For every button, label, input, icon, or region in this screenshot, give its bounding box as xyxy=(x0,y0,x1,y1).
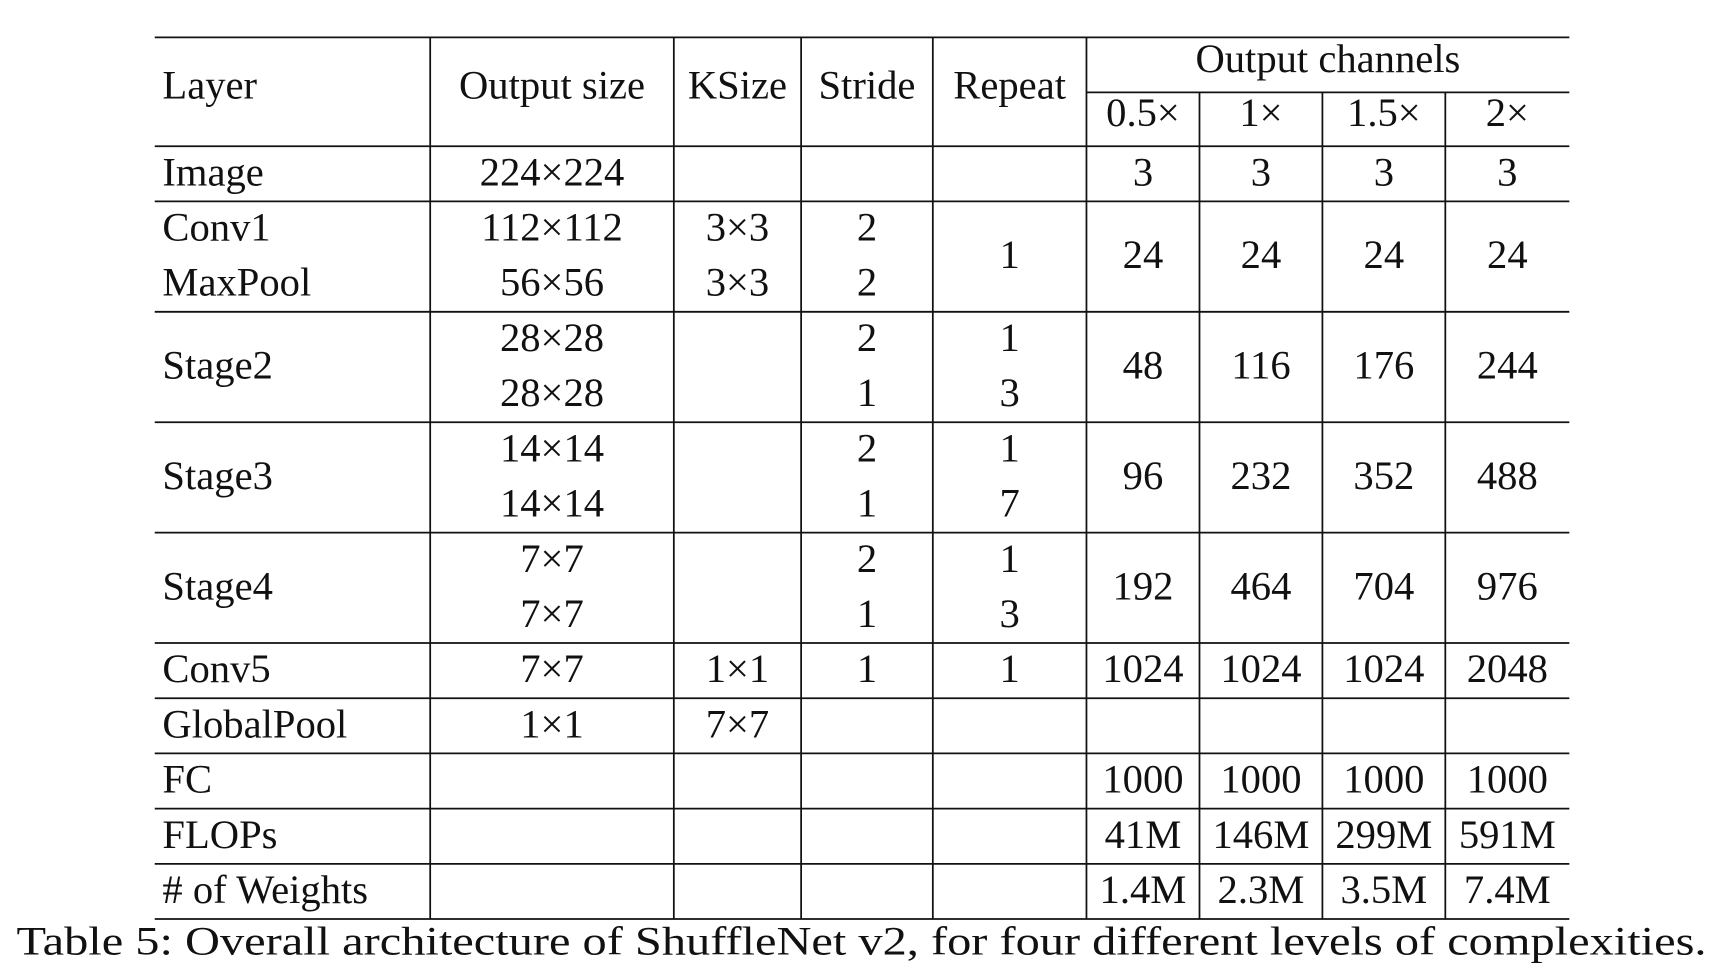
header-cell: Stride xyxy=(818,62,915,107)
cell: 24 xyxy=(1241,232,1282,277)
cell: Conv5 xyxy=(162,646,270,691)
cell: 1 xyxy=(999,536,1019,581)
cell: GlobalPool xyxy=(162,701,347,746)
header-cell: 1.5× xyxy=(1347,90,1421,135)
cell: 464 xyxy=(1231,563,1292,608)
cell: 488 xyxy=(1477,453,1538,498)
cell: 352 xyxy=(1353,453,1414,498)
cell: 3 xyxy=(1374,149,1394,194)
cell: 3×3 xyxy=(706,260,769,305)
cell: 1000 xyxy=(1102,757,1183,802)
cell: 2 xyxy=(857,205,877,250)
cell: Stage2 xyxy=(162,343,272,388)
caption: Table 5: Overall architecture of Shuffle… xyxy=(16,919,1706,964)
cell: 1.4M xyxy=(1100,867,1187,912)
cell: 24 xyxy=(1123,232,1164,277)
cell: 3 xyxy=(1251,149,1271,194)
cell: 14×14 xyxy=(500,425,604,470)
cell: 2 xyxy=(857,425,877,470)
cell: 2.3M xyxy=(1218,867,1305,912)
cell: 28×28 xyxy=(500,370,604,415)
cell: 2048 xyxy=(1467,646,1548,691)
cell: Conv1 xyxy=(162,205,270,250)
cell: 591M xyxy=(1459,812,1556,857)
cell: 1×1 xyxy=(520,701,583,746)
cell: 244 xyxy=(1477,343,1538,388)
cell: 2 xyxy=(857,536,877,581)
cell: 28×28 xyxy=(500,315,604,360)
cell: 299M xyxy=(1335,812,1432,857)
cell: 1 xyxy=(999,315,1019,360)
cell: 7 xyxy=(999,481,1019,526)
header-cell: Repeat xyxy=(953,62,1066,107)
cell: 1 xyxy=(999,425,1019,470)
cell: 1×1 xyxy=(706,646,769,691)
cell: FC xyxy=(162,757,212,802)
cell: 2 xyxy=(857,315,877,360)
cell: 1024 xyxy=(1220,646,1301,691)
cell: 7×7 xyxy=(520,646,583,691)
cell: Image xyxy=(162,149,263,194)
header-cell: 1× xyxy=(1239,90,1282,135)
cell: 7×7 xyxy=(520,536,583,581)
header-cell: Layer xyxy=(162,62,257,107)
cell: 1000 xyxy=(1220,757,1301,802)
cell: Stage4 xyxy=(162,563,272,608)
cell: # of Weights xyxy=(162,867,368,912)
cell: 112×112 xyxy=(481,205,623,250)
cell: 1 xyxy=(857,646,877,691)
header-cell: Output size xyxy=(459,62,645,107)
cell: MaxPool xyxy=(162,260,311,305)
cell: 7.4M xyxy=(1464,867,1551,912)
cell: 14×14 xyxy=(500,481,604,526)
cell: 41M xyxy=(1105,812,1182,857)
cell: 24 xyxy=(1364,232,1405,277)
cell: 192 xyxy=(1113,563,1174,608)
cell: 1024 xyxy=(1343,646,1424,691)
cell: Stage3 xyxy=(162,453,272,498)
cell: 176 xyxy=(1353,343,1414,388)
cell: 146M xyxy=(1212,812,1309,857)
cell: 48 xyxy=(1123,343,1164,388)
cell: 1000 xyxy=(1343,757,1424,802)
cell: 56×56 xyxy=(500,260,604,305)
cell: 1 xyxy=(857,481,877,526)
cell: 24 xyxy=(1487,232,1528,277)
cell: 3 xyxy=(999,591,1019,636)
cell: 1000 xyxy=(1467,757,1548,802)
cell: 1 xyxy=(999,646,1019,691)
cell: 2 xyxy=(857,260,877,305)
cell: 1 xyxy=(999,232,1019,277)
cell: 1 xyxy=(857,370,877,415)
cell: 96 xyxy=(1123,453,1164,498)
cell: 3 xyxy=(1133,149,1153,194)
cell: 232 xyxy=(1231,453,1292,498)
header-cell: 0.5× xyxy=(1106,90,1180,135)
header-cell: KSize xyxy=(688,62,787,107)
cell: 7×7 xyxy=(706,701,769,746)
cell: 3 xyxy=(1497,149,1517,194)
header-cell: Output channels xyxy=(1195,36,1460,81)
cell: 3.5M xyxy=(1340,867,1427,912)
cell: 1024 xyxy=(1102,646,1183,691)
cell: 3 xyxy=(999,370,1019,415)
cell: 3×3 xyxy=(706,205,769,250)
cell: FLOPs xyxy=(162,812,277,857)
cell: 704 xyxy=(1353,563,1414,608)
cell: 7×7 xyxy=(520,591,583,636)
cell: 224×224 xyxy=(480,149,625,194)
cell: 116 xyxy=(1231,343,1290,388)
cell: 976 xyxy=(1477,563,1538,608)
header-cell: 2× xyxy=(1486,90,1529,135)
cell: 1 xyxy=(857,591,877,636)
